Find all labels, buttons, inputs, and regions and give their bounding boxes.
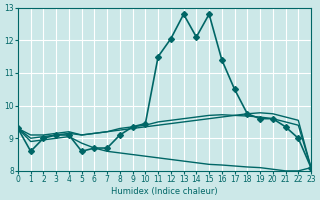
X-axis label: Humidex (Indice chaleur): Humidex (Indice chaleur) <box>111 187 218 196</box>
